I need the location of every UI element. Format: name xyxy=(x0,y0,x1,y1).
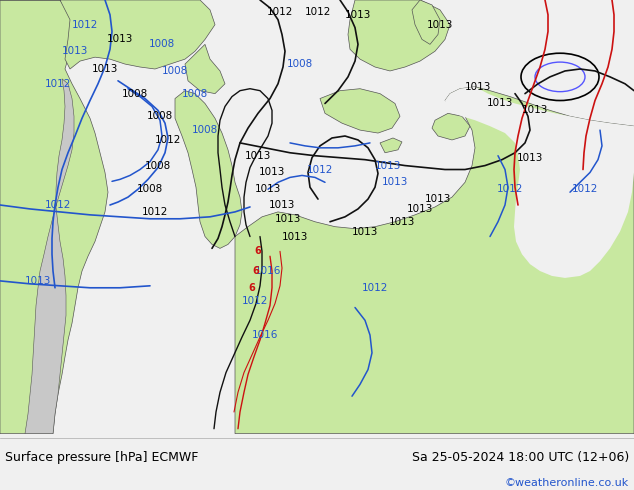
Text: 1013: 1013 xyxy=(281,232,308,242)
Ellipse shape xyxy=(514,201,522,213)
Text: 1013: 1013 xyxy=(375,161,401,171)
Text: 1008: 1008 xyxy=(149,39,175,49)
Text: 1013: 1013 xyxy=(245,151,271,161)
Ellipse shape xyxy=(505,135,515,151)
Polygon shape xyxy=(348,0,450,71)
Text: 6: 6 xyxy=(255,246,261,256)
Text: 1008: 1008 xyxy=(122,89,148,98)
Text: 1013: 1013 xyxy=(345,10,371,20)
Text: 1012: 1012 xyxy=(572,184,598,194)
Text: 1012: 1012 xyxy=(362,283,388,293)
Text: ©weatheronline.co.uk: ©weatheronline.co.uk xyxy=(505,478,629,488)
Text: 1013: 1013 xyxy=(255,184,281,194)
Text: 1013: 1013 xyxy=(259,168,285,177)
Text: 1013: 1013 xyxy=(25,276,51,286)
Text: 1012: 1012 xyxy=(497,184,523,194)
Text: 1013: 1013 xyxy=(269,200,295,210)
Text: 1012: 1012 xyxy=(267,7,293,17)
Polygon shape xyxy=(25,79,74,434)
Polygon shape xyxy=(0,0,215,69)
Text: Sa 25-05-2024 18:00 UTC (12+06): Sa 25-05-2024 18:00 UTC (12+06) xyxy=(411,451,629,464)
Text: 1013: 1013 xyxy=(107,34,133,45)
Text: 1013: 1013 xyxy=(407,204,433,214)
Text: 1013: 1013 xyxy=(92,64,118,74)
Text: 1013: 1013 xyxy=(425,194,451,204)
Text: 1012: 1012 xyxy=(45,79,71,89)
Ellipse shape xyxy=(514,169,522,182)
Polygon shape xyxy=(412,0,440,45)
Text: 1008: 1008 xyxy=(137,184,163,194)
Ellipse shape xyxy=(516,185,524,197)
Text: 1008: 1008 xyxy=(147,111,173,122)
Polygon shape xyxy=(175,91,242,248)
Ellipse shape xyxy=(511,153,519,167)
Text: 1013: 1013 xyxy=(427,20,453,29)
Text: 1013: 1013 xyxy=(275,214,301,224)
Polygon shape xyxy=(380,138,402,153)
Polygon shape xyxy=(490,124,505,136)
Text: 1012: 1012 xyxy=(45,200,71,210)
Text: 1016: 1016 xyxy=(252,330,278,340)
Text: 1008: 1008 xyxy=(162,66,188,76)
Text: 1013: 1013 xyxy=(382,177,408,187)
Polygon shape xyxy=(185,45,225,94)
Text: 1016: 1016 xyxy=(255,266,281,276)
Text: 1008: 1008 xyxy=(145,161,171,171)
Polygon shape xyxy=(440,0,634,278)
Text: 1012: 1012 xyxy=(305,7,331,17)
Text: 1013: 1013 xyxy=(465,82,491,92)
Text: 1013: 1013 xyxy=(389,217,415,227)
Text: 1012: 1012 xyxy=(242,295,268,306)
Text: 6: 6 xyxy=(249,283,256,293)
Text: Surface pressure [hPa] ECMWF: Surface pressure [hPa] ECMWF xyxy=(5,451,198,464)
Polygon shape xyxy=(0,0,108,434)
Polygon shape xyxy=(235,87,634,434)
Text: 1013: 1013 xyxy=(517,153,543,163)
Text: 1013: 1013 xyxy=(61,46,88,56)
Text: 1013: 1013 xyxy=(487,98,513,108)
Text: 1013: 1013 xyxy=(522,105,548,115)
Text: 1012: 1012 xyxy=(142,207,168,217)
Text: 1013: 1013 xyxy=(352,226,378,237)
Text: 1012: 1012 xyxy=(72,20,98,29)
Text: 1008: 1008 xyxy=(182,89,208,98)
Text: 1008: 1008 xyxy=(287,59,313,69)
Polygon shape xyxy=(432,113,470,140)
Text: 1012: 1012 xyxy=(307,165,333,174)
Text: 1012: 1012 xyxy=(155,135,181,145)
Text: 1008: 1008 xyxy=(192,125,218,135)
Polygon shape xyxy=(320,89,400,133)
Text: 6: 6 xyxy=(252,266,259,276)
